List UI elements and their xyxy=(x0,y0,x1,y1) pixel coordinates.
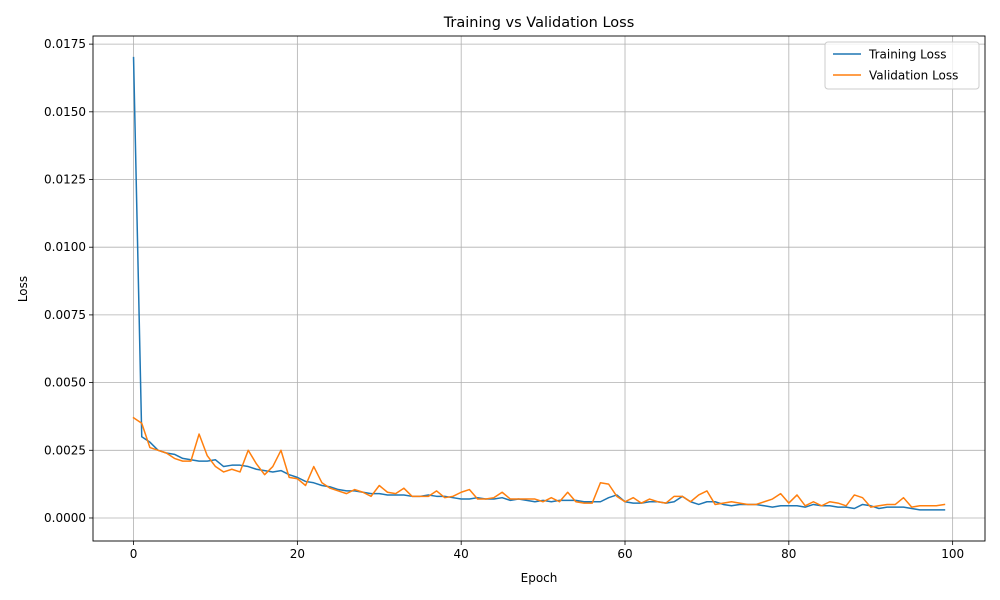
series-line-validation-loss xyxy=(132,416,946,508)
chart-title: Training vs Validation Loss xyxy=(443,15,635,31)
x-tick-label: 100 xyxy=(941,547,964,561)
legend-label-training: Training Loss xyxy=(868,48,946,62)
y-tick-label: 0.0100 xyxy=(44,240,86,254)
x-tick-label: 20 xyxy=(290,547,305,561)
axis-ticks: 0 20 40 60 80 100 0.0000 0.0025 0.0050 0.0075 0.01… xyxy=(44,37,964,561)
x-tick-label: 80 xyxy=(781,547,796,561)
y-tick-label: 0.0025 xyxy=(44,443,86,457)
x-tick-label: 0 xyxy=(130,547,138,561)
x-axis-title: Epoch xyxy=(521,571,558,585)
y-axis-title: Loss xyxy=(16,276,30,302)
y-tick-label: 0.0000 xyxy=(44,511,86,525)
y-tick-label: 0.0125 xyxy=(44,173,86,187)
y-tick-label: 0.0075 xyxy=(44,308,86,322)
x-tick-label: 60 xyxy=(617,547,632,561)
series-lines xyxy=(132,56,946,511)
y-tick-label: 0.0150 xyxy=(44,105,86,119)
y-tick-label: 0.0175 xyxy=(44,37,86,51)
legend-box xyxy=(824,41,980,90)
x-tick-label: 40 xyxy=(454,547,469,561)
plot-frame xyxy=(92,35,986,542)
legend-label-validation: Validation Loss xyxy=(869,69,958,83)
legend: Training Loss Validation Loss xyxy=(824,41,980,90)
y-tick-label: 0.0050 xyxy=(44,376,86,390)
